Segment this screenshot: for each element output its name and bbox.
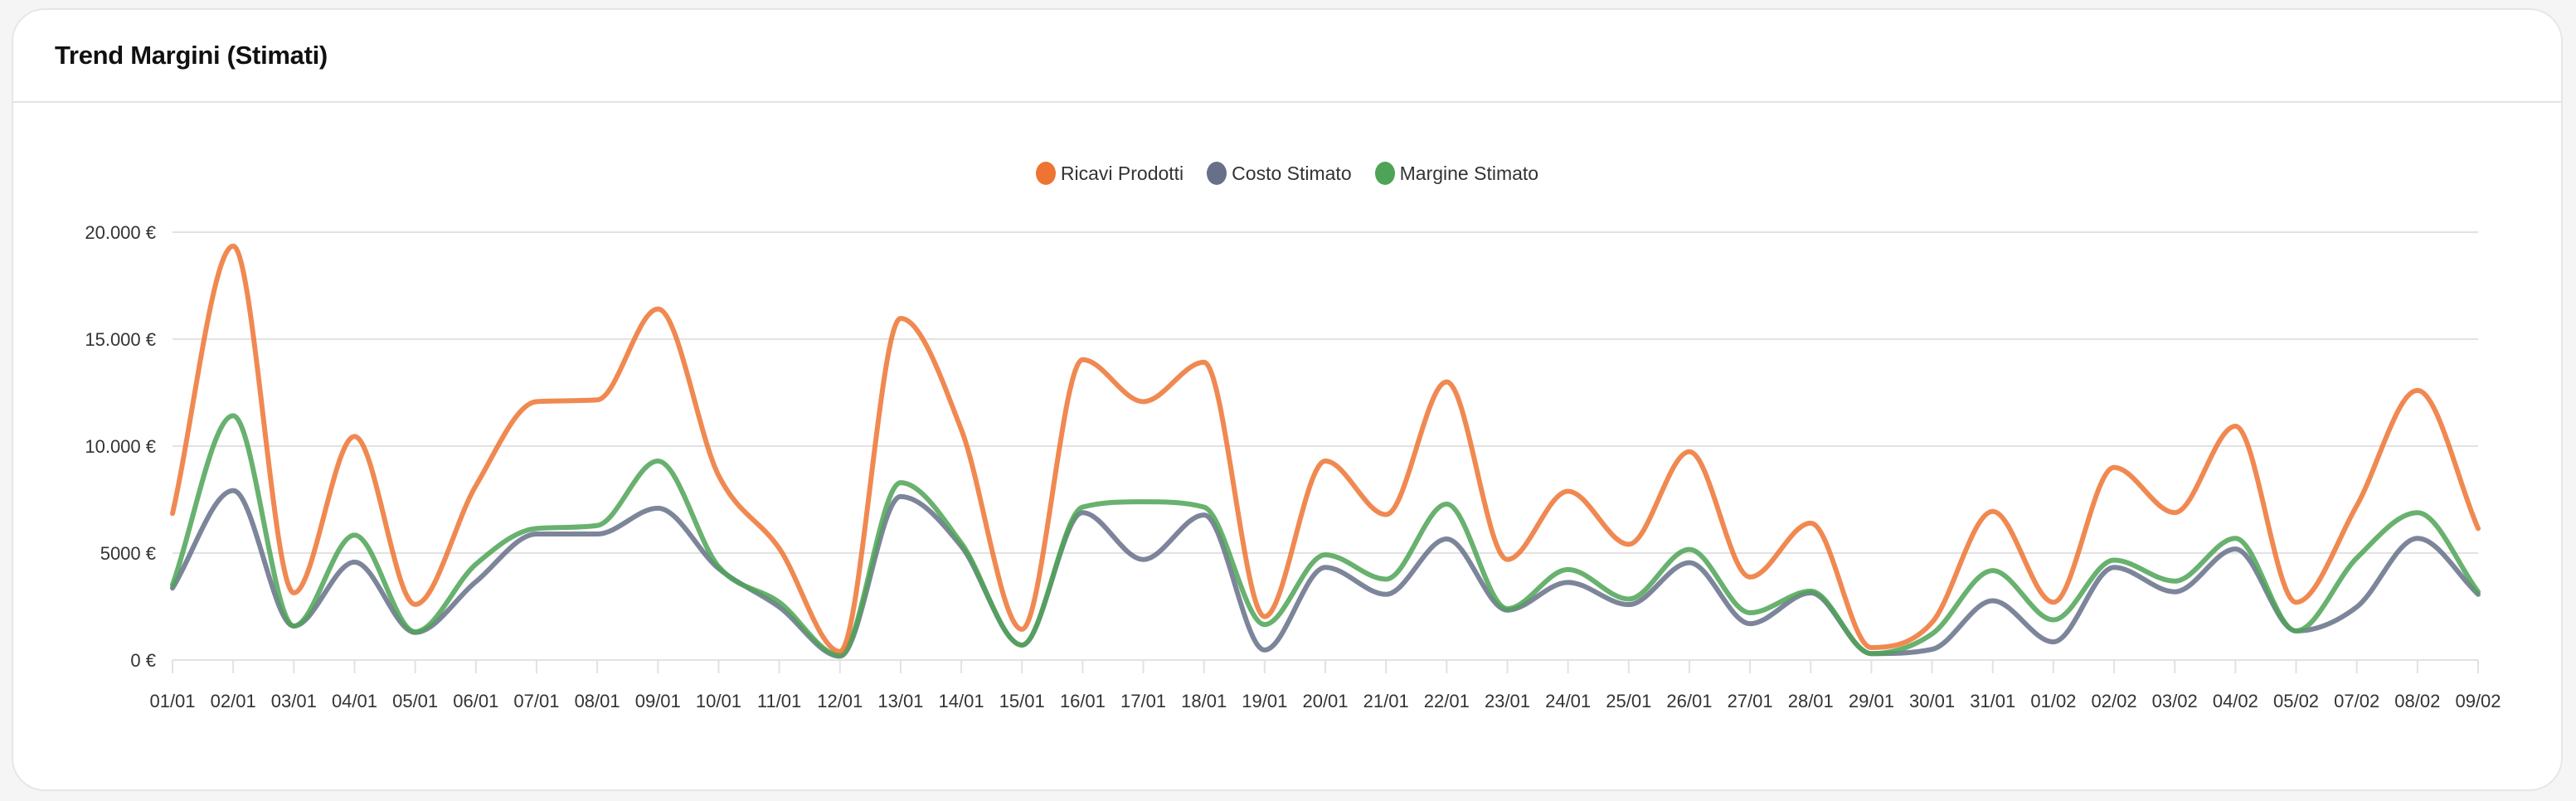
y-tick-label: 15.000 € bbox=[85, 329, 156, 350]
x-tick-label: 24/01 bbox=[1545, 691, 1591, 711]
x-tick-label: 03/01 bbox=[271, 691, 317, 711]
series-line-margine-stimato bbox=[170, 413, 2481, 658]
x-tick-label: 12/01 bbox=[817, 691, 863, 711]
x-tick-label: 23/01 bbox=[1485, 691, 1530, 711]
x-tick-label: 16/01 bbox=[1060, 691, 1106, 711]
legend-item-margine[interactable]: Margine Stimato bbox=[1374, 162, 1539, 185]
x-tick-label: 05/01 bbox=[392, 691, 438, 711]
legend-label: Margine Stimato bbox=[1399, 162, 1539, 184]
x-tick-label: 07/02 bbox=[2334, 691, 2379, 711]
x-tick-label: 04/02 bbox=[2213, 691, 2258, 711]
x-tick-label: 01/01 bbox=[149, 691, 195, 711]
x-tick-label: 27/01 bbox=[1728, 691, 1773, 711]
x-tick-label: 14/01 bbox=[939, 691, 984, 711]
x-tick-label: 22/01 bbox=[1424, 691, 1470, 711]
y-tick-label: 10.000 € bbox=[85, 436, 156, 457]
x-tick-label: 10/01 bbox=[696, 691, 741, 711]
x-tick-label: 13/01 bbox=[877, 691, 923, 711]
card-header: Trend Margini (Stimati) bbox=[13, 10, 2561, 103]
legend-dot-icon bbox=[1207, 162, 1227, 185]
legend-dot-icon bbox=[1374, 162, 1395, 185]
x-tick-label: 17/01 bbox=[1120, 691, 1166, 711]
x-tick-label: 26/01 bbox=[1666, 691, 1712, 711]
x-tick-label: 15/01 bbox=[999, 691, 1045, 711]
x-tick-label: 31/01 bbox=[1970, 691, 2015, 711]
x-tick-label: 02/02 bbox=[2092, 691, 2137, 711]
y-tick-label: 20.000 € bbox=[85, 222, 156, 243]
series-line-ricavi-prodotti bbox=[170, 243, 2481, 654]
legend-label: Costo Stimato bbox=[1232, 162, 1352, 184]
x-tick-label: 09/02 bbox=[2455, 691, 2501, 711]
x-tick-label: 01/02 bbox=[2030, 691, 2076, 711]
legend-item-costo[interactable]: Costo Stimato bbox=[1207, 162, 1352, 185]
chart-legend: Ricavi Prodotti Costo Stimato Margine St… bbox=[13, 162, 2561, 185]
legend-item-ricavi[interactable]: Ricavi Prodotti bbox=[1035, 162, 1184, 185]
x-tick-label: 08/01 bbox=[575, 691, 620, 711]
x-tick-label: 28/01 bbox=[1788, 691, 1834, 711]
x-tick-label: 30/01 bbox=[1909, 691, 1955, 711]
x-tick-label: 18/01 bbox=[1181, 691, 1227, 711]
x-tick-label: 04/01 bbox=[332, 691, 377, 711]
x-tick-label: 08/02 bbox=[2394, 691, 2440, 711]
y-tick-label: 5000 € bbox=[100, 543, 156, 564]
x-tick-label: 02/01 bbox=[211, 691, 256, 711]
legend-dot-icon bbox=[1035, 162, 1056, 185]
x-tick-label: 25/01 bbox=[1606, 691, 1651, 711]
x-tick-label: 03/02 bbox=[2152, 691, 2198, 711]
x-tick-label: 06/01 bbox=[453, 691, 498, 711]
legend-label: Ricavi Prodotti bbox=[1060, 162, 1184, 184]
x-tick-label: 09/01 bbox=[635, 691, 681, 711]
x-tick-label: 20/01 bbox=[1302, 691, 1348, 711]
x-tick-label: 29/01 bbox=[1849, 691, 1894, 711]
x-tick-label: 11/01 bbox=[757, 691, 801, 711]
x-tick-label: 21/01 bbox=[1363, 691, 1409, 711]
series-line-costo-stimato bbox=[170, 488, 2481, 659]
y-tick-label: 0 € bbox=[130, 650, 156, 671]
card-title: Trend Margini (Stimati) bbox=[55, 41, 328, 70]
x-tick-label: 05/02 bbox=[2273, 691, 2319, 711]
x-tick-label: 19/01 bbox=[1242, 691, 1287, 711]
x-tick-label: 07/01 bbox=[513, 691, 559, 711]
